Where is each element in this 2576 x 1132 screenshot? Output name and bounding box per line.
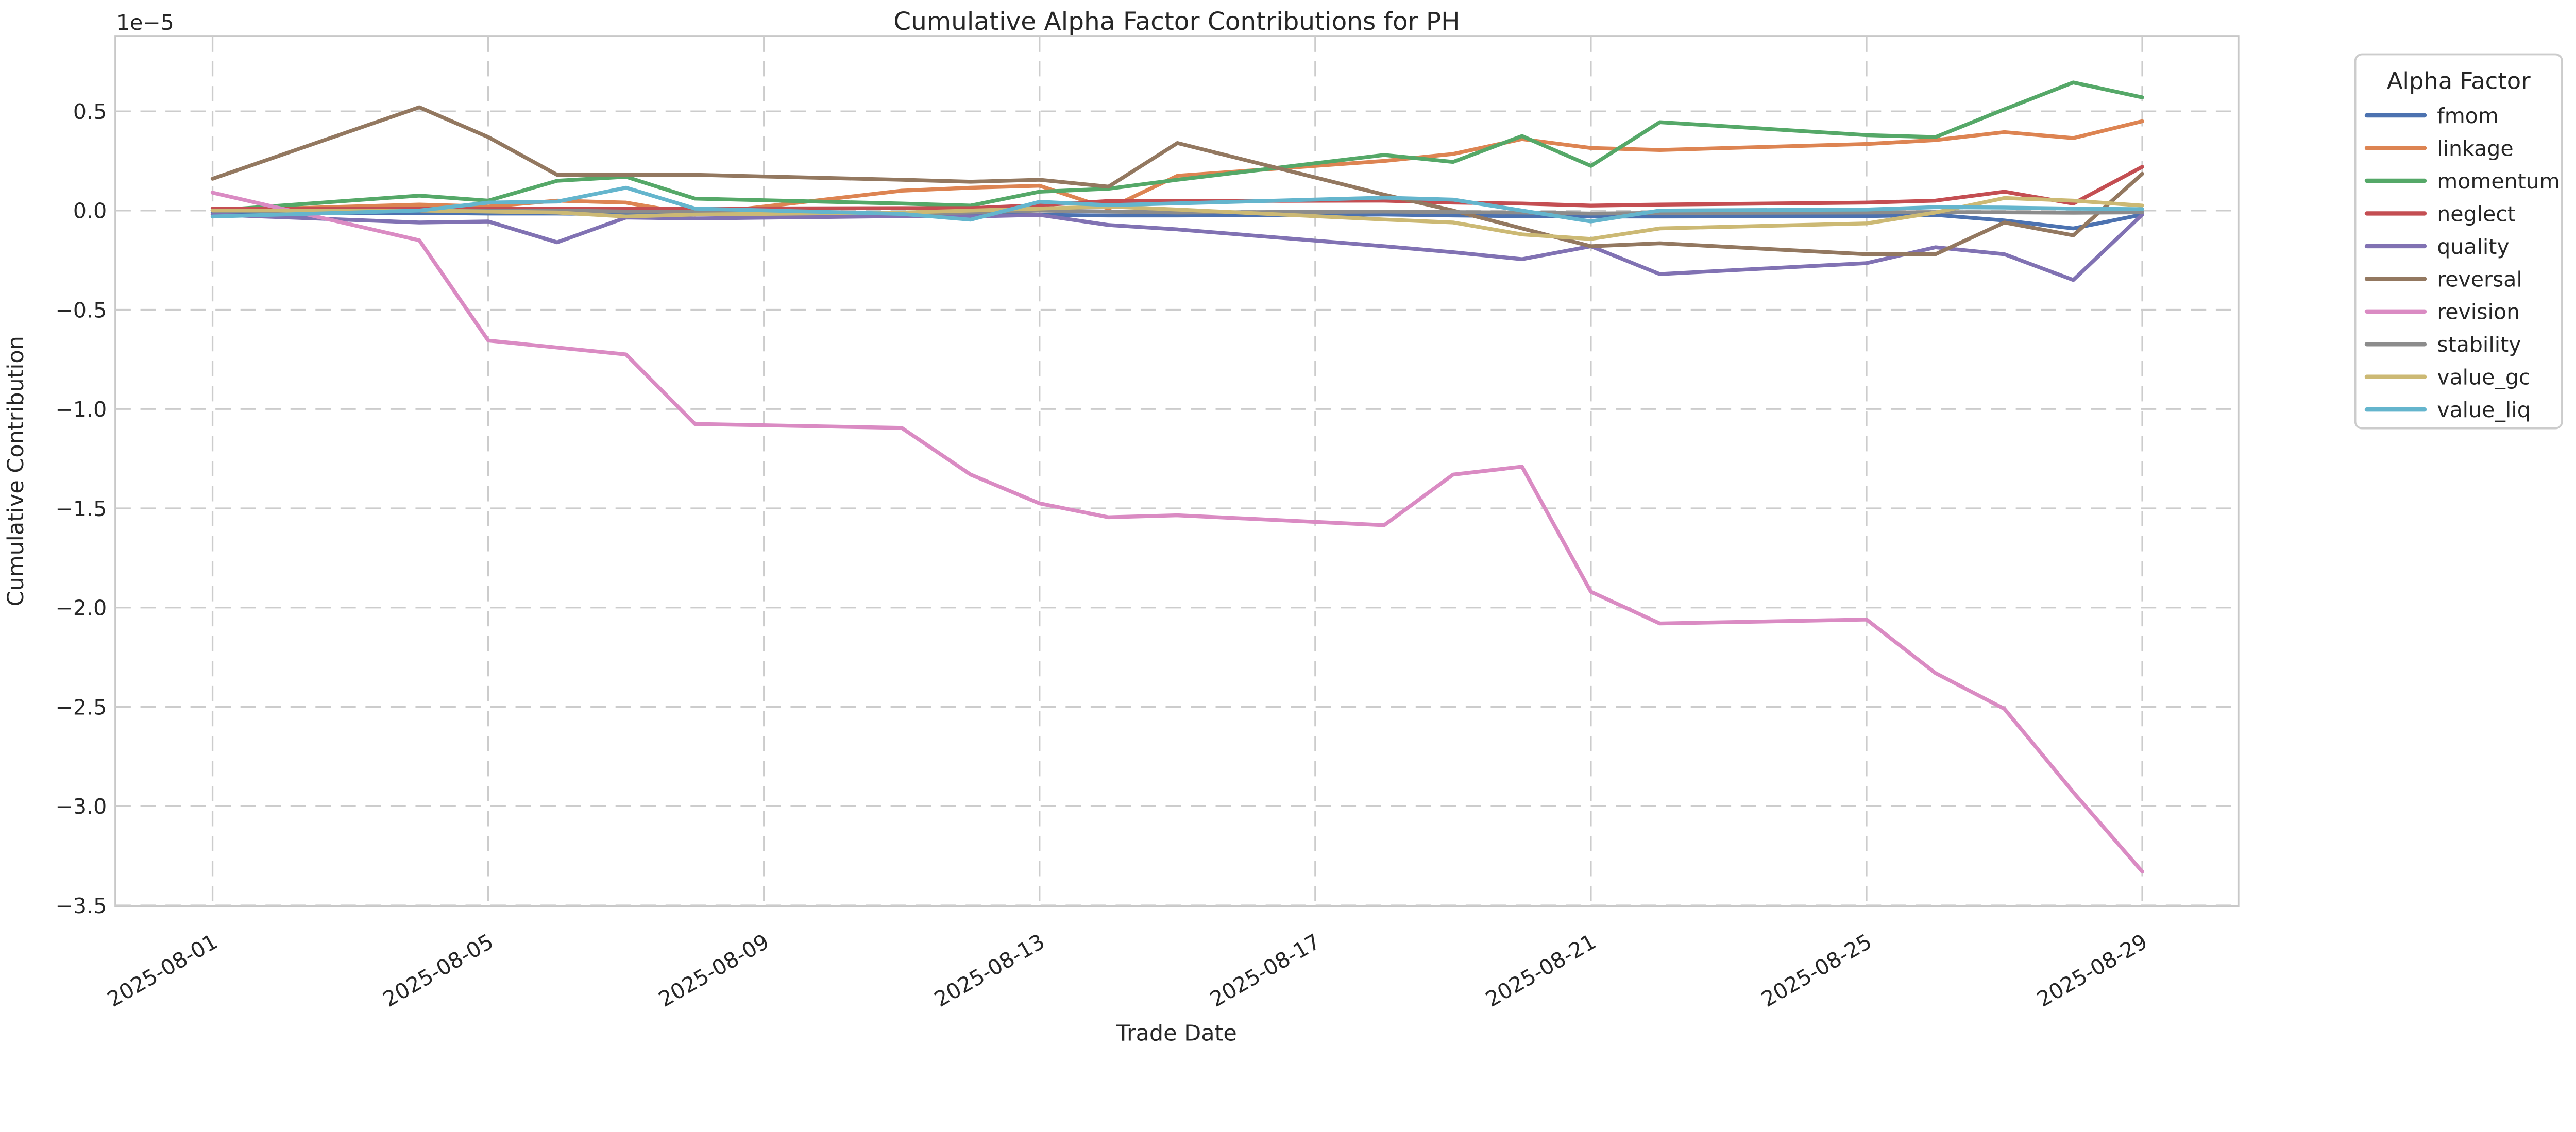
legend-label: neglect xyxy=(2437,201,2516,226)
y-axis-offset-label: 1e−5 xyxy=(116,10,174,35)
legend-label: momentum xyxy=(2437,169,2560,194)
legend-item-value_gc: value_gc xyxy=(2364,365,2531,390)
legend-label: reversal xyxy=(2437,267,2522,291)
legend-item-momentum: momentum xyxy=(2364,169,2560,194)
x-tick-label: 2025-08-29 xyxy=(2033,929,2152,1012)
y-tick-label: 0.5 xyxy=(73,99,107,124)
x-tick-label: 2025-08-01 xyxy=(103,929,222,1012)
series-line-revision xyxy=(210,191,2144,874)
legend-items: fmom linkage momentum neglect quality reversa… xyxy=(2364,104,2560,422)
y-tick-label: −2.0 xyxy=(56,596,107,621)
legend-item-revision: revision xyxy=(2364,300,2520,324)
y-axis-label: Cumulative Contribution xyxy=(3,336,29,606)
x-tick-label: 2025-08-09 xyxy=(654,929,773,1012)
plot-area xyxy=(114,35,2240,907)
legend-item-quality: quality xyxy=(2364,234,2510,259)
series-line-neglect xyxy=(210,165,2144,211)
series-line-stability xyxy=(210,209,2144,216)
legend-item-fmom: fmom xyxy=(2364,104,2499,128)
x-tick-label: 2025-08-05 xyxy=(379,929,498,1012)
series-line-reversal xyxy=(210,105,2144,256)
legend-item-reversal: reversal xyxy=(2364,267,2522,291)
legend-label: value_liq xyxy=(2437,398,2531,422)
line-chart: 0.5 0.0 −0.5 −1.0 −1.5 −2.0 −2.5 −3.0 −3.5 2025-… xyxy=(3,7,2563,1047)
legend-label: linkage xyxy=(2437,136,2513,161)
legend-item-neglect: neglect xyxy=(2364,201,2516,226)
x-tick-label: 2025-08-21 xyxy=(1481,929,1600,1012)
legend-label: quality xyxy=(2437,234,2509,259)
legend-label: fmom xyxy=(2437,104,2499,128)
legend-title: Alpha Factor xyxy=(2387,67,2531,95)
y-tick-label: −1.0 xyxy=(56,397,107,422)
series-line-value_liq xyxy=(210,185,2144,224)
chart-title: Cumulative Alpha Factor Contributions fo… xyxy=(893,7,1460,36)
legend: Alpha Factor fmom linkage momentum neglect q… xyxy=(2354,53,2563,430)
x-tick-label: 2025-08-25 xyxy=(1757,929,1876,1012)
y-axis-tick-labels: 0.5 0.0 −0.5 −1.0 −1.5 −2.0 −2.5 −3.0 −3.5 xyxy=(56,99,107,918)
y-tick-label: 0.0 xyxy=(73,199,107,224)
y-tick-label: −0.5 xyxy=(56,298,107,322)
data-series xyxy=(210,80,2144,874)
x-tick-label: 2025-08-17 xyxy=(1206,929,1325,1012)
series-line-value_gc xyxy=(210,196,2144,241)
legend-label: revision xyxy=(2437,300,2520,324)
legend-item-stability: stability xyxy=(2364,332,2521,357)
y-tick-label: −3.5 xyxy=(56,894,107,918)
x-axis-tick-labels: 2025-08-01 2025-08-05 2025-08-09 2025-08-13… xyxy=(103,929,2151,1012)
y-tick-label: −3.0 xyxy=(56,794,107,819)
legend-label: stability xyxy=(2437,332,2521,357)
y-tick-label: −1.5 xyxy=(56,496,107,521)
series-line-linkage xyxy=(210,119,2144,217)
x-tick-label: 2025-08-13 xyxy=(930,929,1049,1012)
legend-item-linkage: linkage xyxy=(2364,136,2514,161)
legend-label: value_gc xyxy=(2437,365,2530,390)
figure: 0.5 0.0 −0.5 −1.0 −1.5 −2.0 −2.5 −3.0 −3.5 2025-… xyxy=(3,7,2563,1047)
series-line-momentum xyxy=(210,80,2144,213)
legend-item-value_liq: value_liq xyxy=(2364,398,2531,422)
y-tick-label: −2.5 xyxy=(56,695,107,719)
x-axis-label: Trade Date xyxy=(1116,1021,1237,1047)
